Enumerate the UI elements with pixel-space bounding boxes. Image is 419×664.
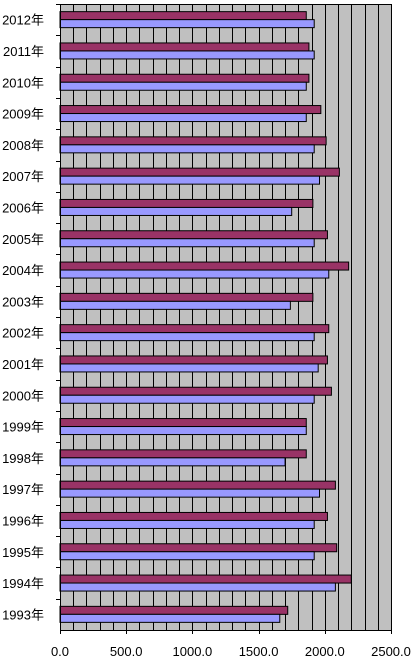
bars — [59, 11, 352, 623]
bar-2005年-series-2 — [59, 238, 315, 248]
bar-2003年-series-1 — [59, 292, 314, 302]
y-tick-label: 2009年 — [2, 107, 44, 122]
bar-2000年-series-1 — [59, 386, 332, 396]
bar-1996年-series-1 — [59, 511, 328, 521]
bar-2010年-series-1 — [59, 73, 310, 83]
bar-2002年-series-1 — [59, 324, 330, 334]
bar-1996年-series-2 — [59, 519, 315, 529]
y-tick-label: 2005年 — [2, 232, 44, 247]
x-tick-labels: 0.0 500.0 1000.0 1500.0 2000.0 2500.0 — [51, 644, 411, 659]
bar-2004年-series-2 — [59, 269, 330, 279]
bar-2004年-series-1 — [59, 261, 350, 271]
bar-1994年-series-2 — [59, 582, 336, 592]
bar-1997年-series-2 — [59, 488, 321, 498]
bar-2006年-series-1 — [59, 198, 314, 208]
y-tick-label: 1996年 — [2, 513, 44, 528]
bar-2009年-series-2 — [59, 113, 307, 123]
bar-2002年-series-2 — [59, 332, 315, 342]
y-tick-label: 1997年 — [2, 482, 44, 497]
plot-area — [60, 4, 391, 630]
y-tick-label: 1998年 — [2, 451, 44, 466]
bar-2008年-series-1 — [59, 136, 327, 146]
bar-2001年-series-1 — [59, 355, 328, 365]
y-tick-labels: 2012年 2011年 2010年 2009年 2008年 2007年 2006年 2005年… — [2, 13, 44, 623]
y-tick-label: 2012年 — [2, 13, 44, 28]
bar-2006年-series-2 — [59, 206, 293, 216]
bar-2000年-series-2 — [59, 394, 315, 404]
y-tick-label: 2008年 — [2, 138, 44, 153]
x-tick-label: 0.0 — [51, 644, 69, 659]
bar-2009年-series-1 — [59, 105, 322, 115]
bar-1995年-series-2 — [59, 551, 315, 561]
bar-2008年-series-2 — [59, 144, 315, 154]
bar-1994年-series-1 — [59, 574, 352, 584]
axes — [56, 4, 392, 634]
bar-1995年-series-1 — [59, 543, 338, 553]
x-tick-label: 2000.0 — [305, 644, 345, 659]
y-tick-label: 2002年 — [2, 326, 44, 341]
bar-1993年-series-2 — [59, 613, 281, 623]
y-tick-label: 1994年 — [2, 576, 44, 591]
x-tick-label: 1500.0 — [239, 644, 279, 659]
y-tick-label: 2004年 — [2, 263, 44, 278]
bar-2011年-series-1 — [59, 42, 310, 52]
bar-2007年-series-1 — [59, 167, 340, 177]
bar-2012年-series-2 — [59, 19, 315, 29]
y-tick-label: 1993年 — [2, 607, 44, 622]
x-tick-label: 1000.0 — [173, 644, 213, 659]
bar-2005年-series-1 — [59, 230, 328, 240]
y-tick-label: 2003年 — [2, 294, 44, 309]
bar-2012年-series-1 — [59, 11, 307, 21]
bar-1999年-series-1 — [59, 418, 307, 428]
x-tick-label: 500.0 — [110, 644, 143, 659]
bar-2010年-series-2 — [59, 81, 307, 91]
bar-1999年-series-2 — [59, 426, 307, 436]
bar-2007年-series-2 — [59, 175, 321, 185]
y-tick-label: 2007年 — [2, 169, 44, 184]
bar-1997年-series-1 — [59, 480, 336, 490]
bar-2001年-series-2 — [59, 363, 319, 373]
x-tick-label: 2500.0 — [371, 644, 411, 659]
y-tick-label: 2001年 — [2, 357, 44, 372]
y-tick-label: 1999年 — [2, 420, 44, 435]
bar-1998年-series-1 — [59, 449, 307, 459]
y-tick-label: 1995年 — [2, 545, 44, 560]
bar-2011年-series-2 — [59, 50, 315, 60]
bar-2003年-series-2 — [59, 300, 291, 310]
bar-1998年-series-2 — [59, 457, 286, 467]
y-tick-label: 2011年 — [3, 44, 44, 59]
y-tick-label: 2010年 — [2, 75, 44, 90]
y-tick-label: 2006年 — [2, 200, 44, 215]
bar-1993年-series-1 — [59, 605, 289, 615]
y-tick-label: 2000年 — [2, 388, 44, 403]
